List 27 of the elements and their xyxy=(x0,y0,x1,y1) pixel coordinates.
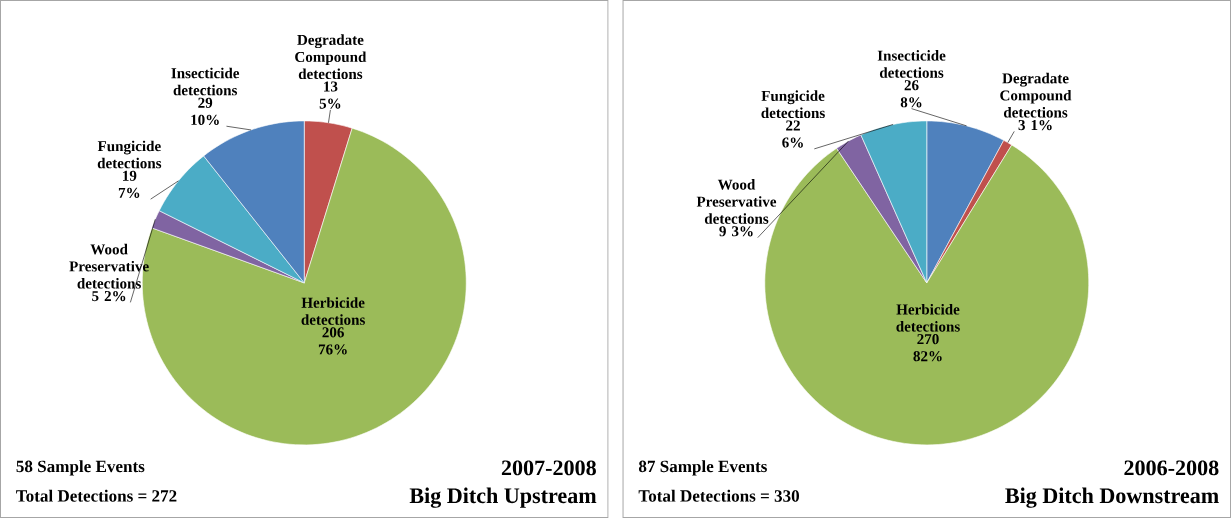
data-label: 19 7% xyxy=(118,170,140,198)
slice-label: Wood Preservative detections xyxy=(696,179,777,224)
slice-label: Fungicide detections xyxy=(761,90,825,118)
slice-label: Degradate Compound detections xyxy=(1000,72,1072,118)
slice-label: Degradate Compound detections xyxy=(295,34,367,80)
data-label: 270 82% xyxy=(913,334,942,362)
text: 2007-2008 xyxy=(501,460,596,476)
text: Total Detections = 330 xyxy=(638,489,800,502)
slice-label: Herbicide detections xyxy=(896,303,960,332)
data-label: 9 3% xyxy=(719,226,753,237)
slice-label: Fungicide detections xyxy=(97,140,162,169)
text: Big Ditch Downstream xyxy=(1005,487,1219,508)
data-label: 22 6% xyxy=(782,120,803,148)
text: Big Ditch Upstream xyxy=(409,487,597,508)
text: Total Detections = 272 xyxy=(16,489,177,502)
text: 58 Sample Events xyxy=(16,460,145,476)
data-label: 29 10% xyxy=(191,97,219,125)
data-label: 13 5% xyxy=(319,81,341,109)
data-label: 206 76% xyxy=(318,327,347,355)
text: 2006-2008 xyxy=(1124,460,1219,476)
slice-label: Insecticide detections xyxy=(171,67,240,96)
slice-label: Herbicide detections xyxy=(301,297,365,325)
data-label: 3 1% xyxy=(1018,119,1052,131)
data-label: 26 8% xyxy=(900,80,922,108)
data-label: 5 2% xyxy=(92,290,126,302)
text: 87 Sample Events xyxy=(638,460,767,476)
slice-label: Insecticide detections xyxy=(877,50,946,78)
